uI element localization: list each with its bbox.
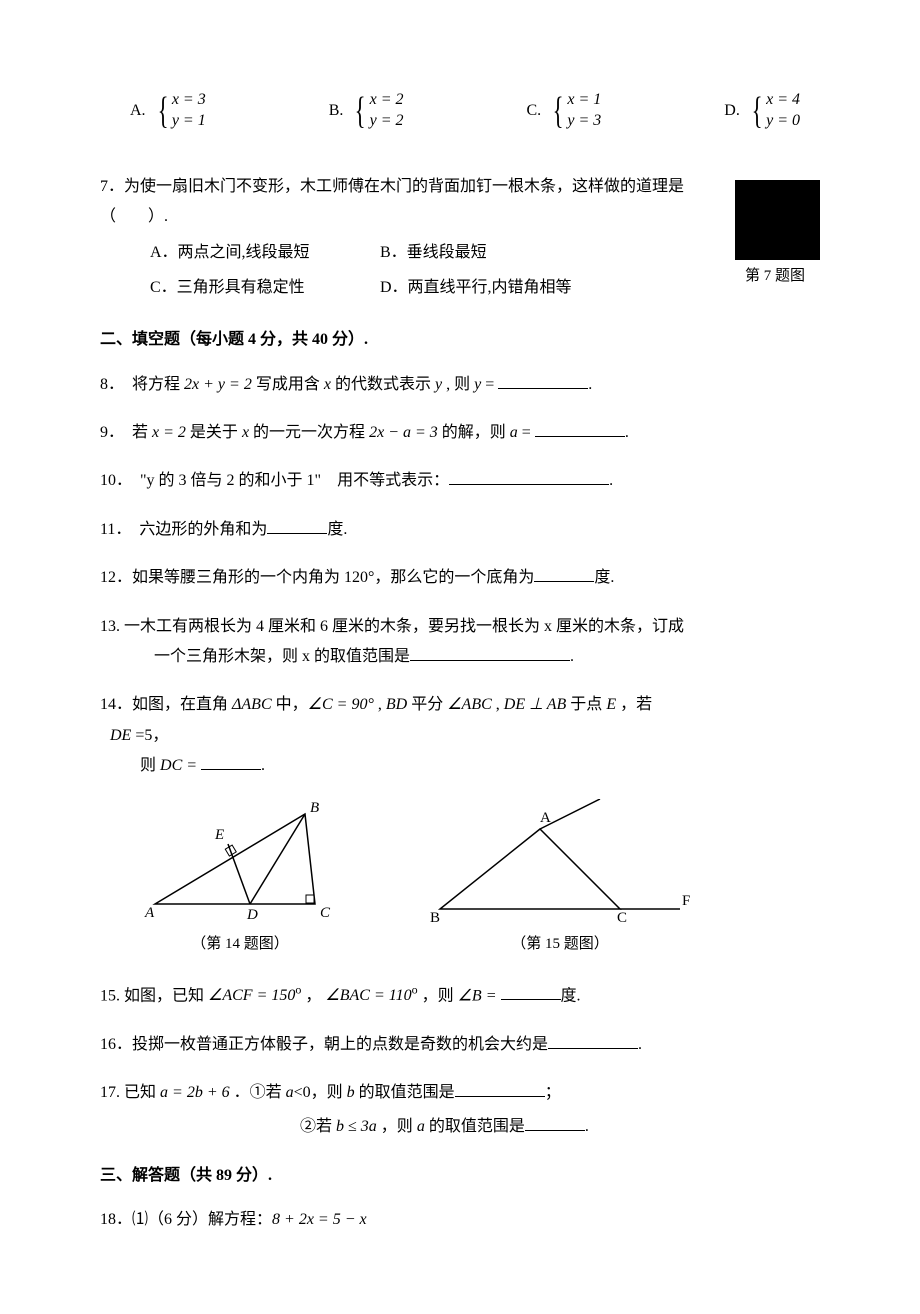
section-2-header: 二、填空题（每小题 4 分，共 40 分）. <box>100 325 820 355</box>
q17-blank-2 <box>525 1115 585 1131</box>
option-d-label: D. <box>724 96 740 126</box>
question-13: 13. 一木工有两根长为 4 厘米和 6 厘米的木条，要另找一根长为 x 厘米的… <box>100 612 820 673</box>
question-12: 12．如果等腰三角形的一个内角为 120°，那么它的一个底角为度. <box>100 563 820 593</box>
brace-icon: { <box>157 92 168 130</box>
figure-14: A B C D E （第 14 题图） <box>140 799 340 959</box>
option-b-system: { x = 2 y = 2 <box>351 90 403 132</box>
q7-stem: 7．为使一扇旧木门不变形，木工师傅在木门的背面加钉一根木条，这样做的道理是（ ）… <box>100 172 735 233</box>
figure-15: A B C F （第 15 题图） <box>420 799 700 959</box>
question-18: 18．⑴（6 分）解方程：8 + 2x = 5 − x <box>100 1205 820 1235</box>
question-16: 16．投掷一枚普通正方体骰子，朝上的点数是奇数的机会大约是. <box>100 1030 820 1060</box>
q7-caption: 第 7 题图 <box>745 262 820 291</box>
svg-text:A: A <box>540 810 551 826</box>
option-c-label: C. <box>526 96 541 126</box>
q17-blank-1 <box>455 1081 545 1097</box>
q13-blank <box>410 645 570 661</box>
svg-text:B: B <box>430 910 440 924</box>
figure-15-caption: （第 15 题图） <box>420 930 700 959</box>
q14-blank <box>201 754 261 770</box>
brace-icon: { <box>553 92 564 130</box>
question-11: 11． 六边形的外角和为度. <box>100 515 820 545</box>
figure-14-caption: （第 14 题图） <box>140 930 340 959</box>
q9-blank <box>535 421 625 437</box>
q8-blank <box>498 373 588 389</box>
svg-text:D: D <box>246 907 258 923</box>
svg-text:A: A <box>144 905 155 921</box>
svg-text:E: E <box>214 827 224 843</box>
brace-icon: { <box>355 92 366 130</box>
q6-options: A. { x = 3 y = 1 B. { x = 2 y = 2 C. { x… <box>100 90 820 132</box>
option-a-label: A. <box>130 96 146 126</box>
option-c: C. { x = 1 y = 3 <box>526 90 601 132</box>
q12-blank <box>534 566 594 582</box>
triangle-14-icon: A B C D E <box>140 799 340 924</box>
q15-blank <box>501 984 561 1000</box>
question-7: 7．为使一扇旧木门不变形，木工师傅在木门的背面加钉一根木条，这样做的道理是（ ）… <box>100 172 820 308</box>
question-14: 14．如图，在直角 ΔABC 中，∠C = 90° , BD 平分 ∠ABC ,… <box>100 690 820 781</box>
option-c-system: { x = 1 y = 3 <box>549 90 601 132</box>
question-9: 9． 若 x = 2 是关于 x 的一元一次方程 2x − a = 3 的解，则… <box>100 418 820 448</box>
question-8: 8． 将方程 2x + y = 2 写成用含 x 的代数式表示 y , 则 y … <box>100 370 820 400</box>
q7-choice-d: D．两直线平行,内错角相等 <box>380 273 572 303</box>
option-a: A. { x = 3 y = 1 <box>130 90 206 132</box>
q7-choice-a: A．两点之间,线段最短 <box>150 238 380 268</box>
q10-blank <box>449 469 609 485</box>
q11-blank <box>267 518 327 534</box>
question-15: 15. 如图，已知 ∠ACF = 150o ， ∠BAC = 110o ，则 ∠… <box>100 979 820 1012</box>
q7-figure-placeholder <box>735 180 820 260</box>
option-d-system: { x = 4 y = 0 <box>748 90 800 132</box>
svg-text:B: B <box>310 800 319 816</box>
q7-choice-b: B．垂线段最短 <box>380 238 487 268</box>
figures-row: A B C D E （第 14 题图） A B C F （第 15 题图） <box>140 799 820 959</box>
option-a-system: { x = 3 y = 1 <box>154 90 206 132</box>
option-b-label: B. <box>329 96 344 126</box>
svg-text:F: F <box>682 893 690 909</box>
option-b: B. { x = 2 y = 2 <box>329 90 404 132</box>
svg-text:C: C <box>320 905 331 921</box>
svg-text:C: C <box>617 910 627 924</box>
brace-icon: { <box>751 92 762 130</box>
question-17: 17. 已知 a = 2b + 6 ．①若 a<0，则 b 的取值范围是； ②若… <box>100 1078 820 1143</box>
triangle-15-icon: A B C F <box>420 799 700 924</box>
q7-figure-box: 第 7 题图 <box>735 172 820 291</box>
question-10: 10． "y 的 3 倍与 2 的和小于 1" 用不等式表示：. <box>100 466 820 496</box>
section-3-header: 三、解答题（共 89 分）. <box>100 1161 820 1191</box>
q7-choice-c: C．三角形具有稳定性 <box>150 273 380 303</box>
option-d: D. { x = 4 y = 0 <box>724 90 800 132</box>
q16-blank <box>548 1033 638 1049</box>
